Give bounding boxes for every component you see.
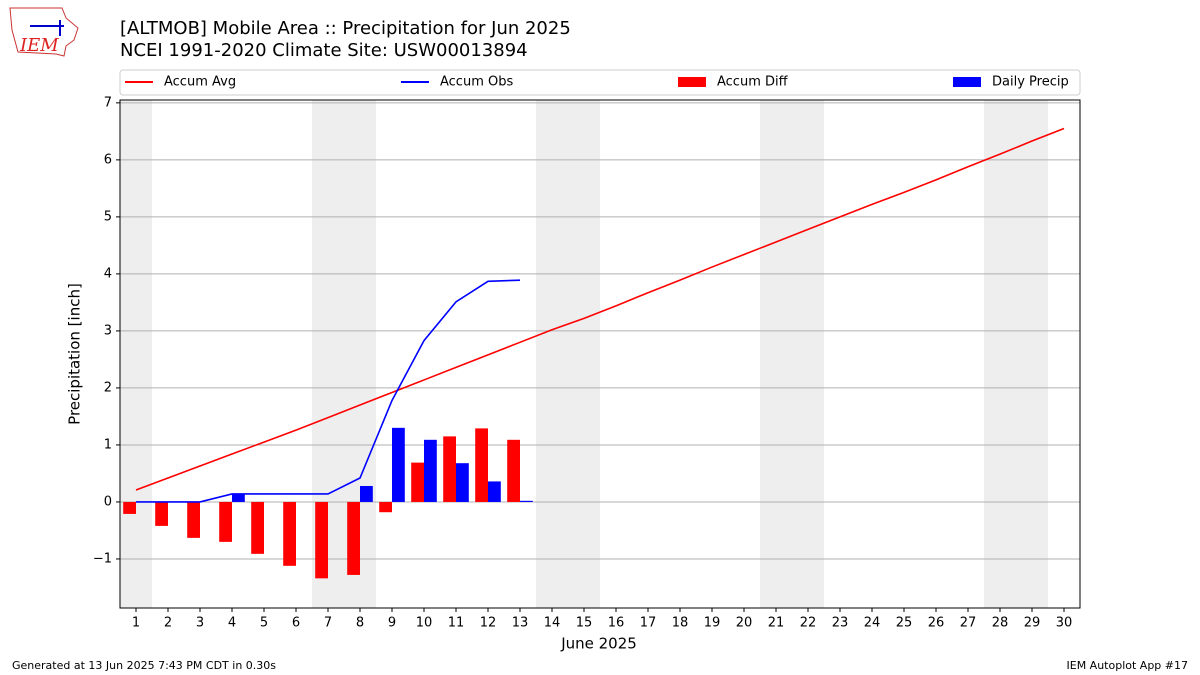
chart-subtitle: NCEI 1991-2020 Climate Site: USW00013894: [120, 40, 528, 61]
x-tick-label: 27: [960, 616, 977, 631]
bar: [251, 501, 264, 554]
x-tick-label: 20: [736, 616, 753, 631]
x-tick-label: 26: [928, 616, 945, 631]
footer-right: IEM Autoplot App #17: [1067, 659, 1189, 672]
x-tick-label: 10: [416, 616, 433, 631]
x-tick-label: 1: [132, 616, 140, 631]
y-axis-label: Precipitation [inch]: [66, 283, 84, 425]
shaded-day: [792, 100, 824, 608]
y-tick-label: 3: [104, 323, 112, 338]
shaded-day: [1016, 100, 1048, 608]
x-tick-label: 24: [864, 616, 881, 631]
x-tick-label: 18: [672, 616, 689, 631]
bar: [411, 462, 424, 502]
x-tick-label: 23: [832, 616, 849, 631]
x-tick-label: 17: [640, 616, 657, 631]
shaded-day: [120, 100, 152, 608]
legend-swatch: [678, 77, 706, 87]
bar: [507, 439, 520, 502]
x-tick-label: 12: [480, 616, 497, 631]
bar: [315, 501, 328, 579]
x-tick-label: 7: [324, 616, 332, 631]
x-tick-label: 28: [992, 616, 1009, 631]
plot-frame: [119, 99, 1081, 609]
bar: [424, 439, 437, 502]
y-tick-label: 6: [104, 152, 112, 167]
x-tick-label: 22: [800, 616, 817, 631]
x-tick-label: 9: [388, 616, 396, 631]
bar: [520, 500, 533, 502]
x-tick-label: 15: [576, 616, 593, 631]
legend-label: Accum Obs: [440, 75, 513, 90]
x-tick-label: 21: [768, 616, 785, 631]
x-tick-label: 19: [704, 616, 721, 631]
x-tick-label: 4: [228, 616, 236, 631]
legend-label: Accum Diff: [717, 75, 789, 90]
x-tick-label: 2: [164, 616, 172, 631]
shaded-day: [568, 100, 600, 608]
x-tick-label: 5: [260, 616, 268, 631]
shaded-day: [760, 100, 792, 608]
line: [136, 279, 521, 503]
y-tick-label: 2: [104, 380, 112, 395]
y-tick-label: 1: [104, 437, 112, 452]
x-tick-label: 8: [356, 616, 364, 631]
bar: [187, 501, 200, 538]
legend-label: Accum Avg: [164, 75, 236, 90]
legend-box: [119, 69, 1081, 96]
bar: [360, 485, 373, 502]
x-tick-label: 16: [608, 616, 625, 631]
bar: [488, 481, 501, 502]
x-tick-label: 3: [196, 616, 204, 631]
x-tick-label: 14: [544, 616, 561, 631]
chart-title: [ALTMOB] Mobile Area :: Precipitation fo…: [120, 18, 571, 39]
x-tick-label: 29: [1024, 616, 1041, 631]
logo: IEM: [9, 7, 79, 57]
bar: [283, 501, 296, 566]
y-tick-label: −1: [93, 551, 112, 566]
y-tick-label: 0: [104, 494, 112, 509]
y-tick-label: 5: [104, 209, 112, 224]
bar: [392, 427, 405, 502]
legend-swatch: [953, 77, 981, 87]
legend-label: Daily Precip: [992, 75, 1069, 90]
bar: [155, 501, 168, 526]
bar: [347, 501, 360, 575]
bar: [475, 428, 488, 502]
bar: [443, 436, 456, 502]
shaded-day: [984, 100, 1016, 608]
footer-left: Generated at 13 Jun 2025 7:43 PM CDT in …: [12, 659, 276, 672]
y-tick-label: 4: [104, 266, 112, 281]
bar: [123, 501, 136, 514]
shaded-day: [536, 100, 568, 608]
logo-text: IEM: [19, 35, 59, 56]
x-tick-label: 13: [512, 616, 529, 631]
x-tick-label: 25: [896, 616, 913, 631]
x-tick-label: 11: [448, 616, 465, 631]
bar: [219, 501, 232, 542]
x-axis-label: June 2025: [560, 635, 637, 653]
bar: [456, 463, 469, 502]
line: [135, 127, 1065, 491]
y-tick-label: 7: [104, 95, 112, 110]
bar: [232, 493, 245, 502]
bar: [379, 501, 392, 513]
x-tick-label: 30: [1056, 616, 1073, 631]
x-tick-label: 6: [292, 616, 300, 631]
